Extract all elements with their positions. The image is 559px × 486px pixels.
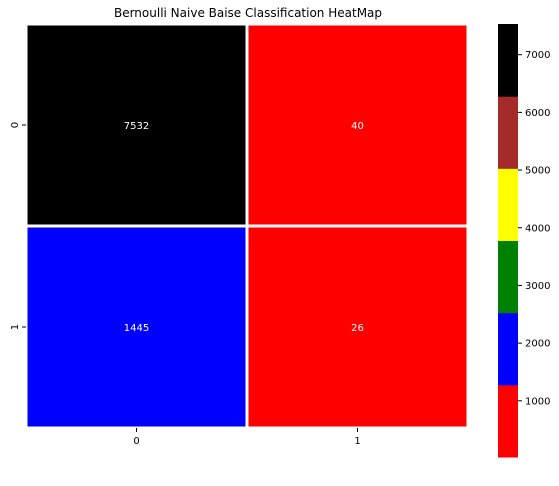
colorbar-segment (498, 96, 518, 169)
x-tick-label: 0 (133, 436, 139, 447)
cell-value-label: 1445 (124, 323, 149, 334)
colorbar-segment (498, 312, 518, 386)
colorbar-tick-label: 7000 (525, 50, 550, 61)
cell-value-label: 40 (351, 121, 364, 132)
chart-title: Bernoulli Naive Baise Classification Hea… (114, 6, 382, 20)
heatmap-cell (245, 224, 470, 430)
colorbar-segment (498, 168, 518, 241)
y-axis: 01 (10, 122, 26, 330)
colorbar-tick-label: 5000 (525, 166, 550, 177)
heatmap-cell (245, 22, 470, 228)
cell-value-label: 26 (351, 323, 364, 334)
colorbar-tick-label: 4000 (525, 223, 550, 234)
y-tick-label: 1 (10, 324, 21, 330)
colorbar-tick-label: 2000 (525, 339, 550, 350)
x-tick-label: 1 (354, 436, 360, 447)
heatmap-cell (24, 22, 249, 228)
colorbar-segment (498, 384, 518, 458)
cell-value-label: 7532 (124, 121, 149, 132)
colorbar-segment (498, 240, 518, 314)
heatmap-cells: 7532 40 1445 26 (24, 22, 470, 430)
heatmap-cell (24, 224, 249, 430)
colorbar-tick-label: 6000 (525, 108, 550, 119)
colorbar-segment (498, 24, 518, 97)
colorbar: 1000 2000 3000 4000 5000 6000 7000 (498, 24, 550, 458)
colorbar-tick-label: 1000 (525, 396, 550, 407)
colorbar-tick-label: 3000 (525, 281, 550, 292)
y-tick-label: 0 (10, 122, 21, 128)
